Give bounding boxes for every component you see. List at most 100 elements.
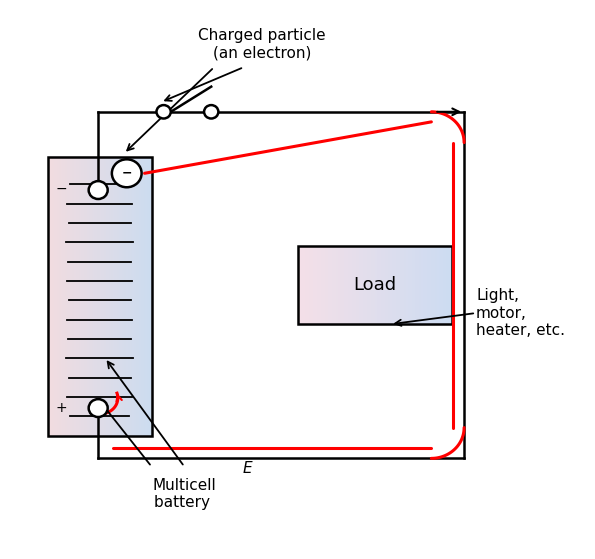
Bar	[387, 246, 389, 324]
Bar	[365, 246, 368, 324]
Bar	[305, 246, 308, 324]
Bar	[344, 246, 346, 324]
Bar	[142, 157, 143, 436]
Bar	[415, 246, 418, 324]
Bar	[390, 246, 393, 324]
Bar	[435, 246, 437, 324]
Bar	[356, 246, 358, 324]
Bar	[379, 246, 381, 324]
Bar	[322, 246, 325, 324]
Bar	[359, 246, 362, 324]
Bar	[363, 246, 366, 324]
Bar	[371, 246, 374, 324]
Bar	[309, 246, 312, 324]
Bar	[84, 157, 86, 436]
Bar	[144, 157, 146, 436]
Bar	[410, 246, 412, 324]
Bar	[85, 157, 87, 436]
Bar	[406, 246, 408, 324]
Bar	[398, 246, 400, 324]
Bar	[423, 246, 426, 324]
Bar	[104, 157, 105, 436]
Bar	[126, 157, 127, 436]
Bar	[449, 246, 451, 324]
Bar	[313, 246, 315, 324]
Bar	[115, 157, 117, 436]
Bar	[108, 157, 109, 436]
Bar	[118, 157, 120, 436]
Bar	[151, 157, 152, 436]
Bar	[140, 157, 142, 436]
Bar	[82, 157, 83, 436]
Bar	[377, 246, 380, 324]
Bar	[330, 246, 333, 324]
Bar	[100, 157, 102, 436]
Bar	[402, 246, 405, 324]
Bar	[83, 157, 84, 436]
Text: Multicell
battery: Multicell battery	[152, 478, 217, 510]
Bar	[450, 246, 453, 324]
Bar	[414, 246, 416, 324]
Bar	[58, 157, 60, 436]
Bar	[87, 157, 89, 436]
Bar	[112, 157, 115, 436]
Bar	[319, 246, 321, 324]
Bar	[361, 246, 364, 324]
Bar	[299, 246, 302, 324]
Bar	[127, 157, 129, 436]
Bar	[70, 157, 71, 436]
Bar	[384, 246, 387, 324]
Bar	[396, 246, 399, 324]
Bar	[325, 246, 327, 324]
Text: −: −	[55, 182, 67, 196]
Bar	[433, 246, 436, 324]
Bar	[419, 246, 422, 324]
Bar	[76, 157, 78, 436]
Bar	[50, 157, 52, 436]
Bar	[74, 157, 76, 436]
Bar	[429, 246, 431, 324]
Bar	[105, 157, 107, 436]
Bar	[340, 246, 343, 324]
Bar	[431, 246, 434, 324]
Bar	[137, 157, 139, 436]
Circle shape	[89, 181, 108, 199]
Bar	[117, 157, 118, 436]
Bar	[54, 157, 56, 436]
Bar	[381, 246, 383, 324]
Bar	[98, 157, 100, 436]
Bar	[352, 246, 354, 324]
Bar	[49, 157, 51, 436]
Bar	[67, 157, 69, 436]
Bar	[109, 157, 111, 436]
Bar	[328, 246, 331, 324]
Bar	[114, 157, 116, 436]
Bar	[93, 157, 95, 436]
Bar	[298, 246, 300, 324]
Bar	[145, 157, 147, 436]
Bar	[425, 246, 428, 324]
Bar	[439, 246, 441, 324]
Bar	[327, 246, 329, 324]
Bar	[48, 157, 49, 436]
Bar	[394, 246, 397, 324]
Bar	[389, 246, 391, 324]
Bar	[130, 157, 131, 436]
Text: Light,
motor,
heater, etc.: Light, motor, heater, etc.	[476, 288, 565, 338]
Bar	[421, 246, 424, 324]
Bar	[350, 246, 352, 324]
Bar	[315, 246, 318, 324]
Bar	[68, 157, 70, 436]
Bar	[89, 157, 91, 436]
Bar	[307, 246, 309, 324]
Bar	[298, 246, 452, 324]
Bar	[120, 157, 123, 436]
Bar	[77, 157, 80, 436]
Circle shape	[156, 105, 171, 119]
Bar	[143, 157, 145, 436]
Bar	[92, 157, 94, 436]
Bar	[131, 157, 133, 436]
Bar	[101, 157, 103, 436]
Bar	[124, 157, 126, 436]
Bar	[136, 157, 138, 436]
